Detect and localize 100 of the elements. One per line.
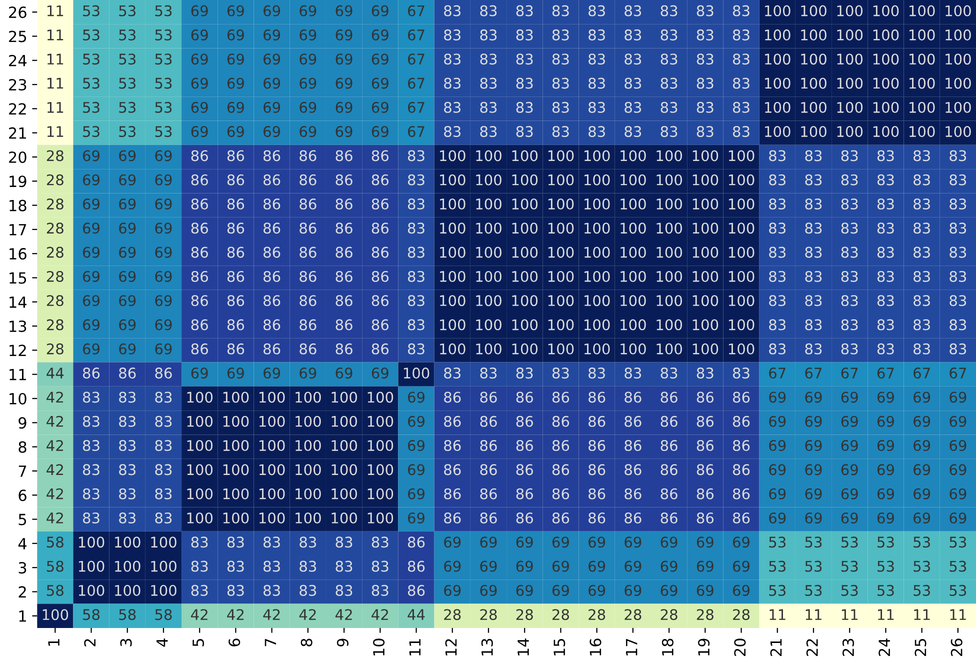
- data-label: 86: [300, 174, 316, 186]
- data-label: 83: [552, 368, 569, 379]
- data-label: 83: [805, 319, 822, 330]
- data-label: 83: [155, 392, 172, 403]
- data-label: 69: [408, 464, 425, 476]
- data-label: 86: [732, 464, 750, 476]
- data-label: 86: [516, 512, 533, 524]
- data-label: 42: [191, 609, 208, 620]
- data-label: 69: [155, 319, 172, 330]
- data-label: 69: [733, 536, 750, 548]
- data-label: 86: [336, 174, 352, 186]
- data-label: 86: [264, 150, 280, 162]
- data-label: 83: [155, 440, 172, 452]
- data-label: 86: [552, 392, 570, 403]
- data-label: 86: [444, 392, 461, 403]
- data-label: 83: [408, 343, 424, 354]
- data-label: 67: [805, 368, 822, 379]
- y-tick-label: 24: [9, 54, 27, 66]
- data-label: 69: [372, 102, 388, 113]
- data-label: 100: [765, 29, 790, 40]
- data-label: 86: [300, 295, 316, 306]
- data-label: 83: [950, 222, 966, 234]
- data-label: 67: [914, 368, 930, 379]
- data-label: 69: [155, 198, 172, 210]
- data-label: 100: [692, 343, 718, 354]
- data-label: 69: [805, 512, 822, 524]
- data-label: 69: [336, 126, 352, 138]
- data-label: 100: [656, 319, 682, 330]
- data-label: 100: [584, 150, 610, 162]
- data-label: 100: [476, 174, 502, 186]
- data-label: 69: [300, 29, 316, 40]
- data-label: 100: [223, 488, 249, 500]
- data-label: 86: [588, 440, 606, 452]
- data-label: 100: [801, 126, 826, 138]
- data-label: 100: [78, 560, 104, 572]
- data-label: 69: [227, 78, 244, 89]
- data-label: 58: [155, 609, 172, 620]
- data-label: 53: [878, 536, 894, 548]
- data-label: 100: [476, 246, 502, 258]
- data-label: 83: [552, 78, 569, 89]
- data-label: 28: [46, 343, 64, 354]
- data-label: 69: [877, 488, 894, 500]
- data-label: 86: [264, 343, 280, 354]
- data-label: 100: [801, 5, 826, 16]
- data-label: 100: [656, 270, 682, 282]
- data-label: 69: [588, 536, 606, 548]
- data-label: 100: [440, 150, 466, 162]
- data-label: 100: [620, 150, 646, 162]
- data-label: 100: [187, 512, 213, 524]
- data-label: 53: [914, 560, 930, 572]
- data-label: 28: [46, 246, 64, 258]
- data-label: 69: [950, 440, 966, 452]
- data-label: 100: [548, 150, 574, 162]
- data-label: 86: [191, 295, 208, 306]
- x-tick-label: 16: [590, 638, 602, 656]
- data-label: 86: [408, 536, 425, 548]
- data-label: 86: [300, 246, 316, 258]
- data-label: 83: [769, 270, 786, 282]
- data-label: 83: [950, 295, 966, 306]
- data-label: 53: [119, 5, 136, 16]
- data-label: 86: [264, 295, 280, 306]
- data-label: 100: [873, 54, 899, 65]
- x-tick-label: 8: [300, 638, 312, 646]
- data-label: 83: [82, 464, 100, 476]
- data-label: 83: [769, 222, 786, 234]
- data-label: 83: [516, 54, 533, 65]
- data-label: 69: [733, 584, 750, 596]
- data-label: 86: [516, 488, 533, 500]
- data-label: 83: [480, 54, 497, 65]
- data-label: 83: [552, 29, 569, 40]
- data-label: 69: [264, 368, 280, 379]
- data-label: 100: [620, 174, 646, 186]
- data-label: 100: [151, 536, 176, 548]
- data-label: 100: [476, 198, 502, 210]
- data-label: 83: [696, 102, 714, 113]
- data-label: 100: [476, 222, 502, 234]
- data-label: 86: [732, 488, 750, 500]
- data-label: 53: [83, 5, 100, 16]
- data-label: 83: [480, 126, 497, 138]
- data-label: 83: [805, 246, 822, 258]
- data-label: 83: [696, 54, 714, 65]
- data-label: 58: [119, 609, 136, 620]
- data-label: 83: [624, 29, 642, 40]
- data-label: 86: [480, 464, 497, 476]
- data-label: 100: [296, 440, 321, 452]
- y-tick-label: 20: [9, 151, 26, 164]
- data-label: 86: [372, 319, 389, 330]
- data-label: 11: [47, 126, 64, 137]
- data-label: 100: [873, 102, 899, 113]
- data-label: 100: [620, 295, 646, 306]
- data-label: 100: [512, 222, 538, 234]
- data-label: 83: [408, 295, 424, 306]
- data-label: 83: [444, 29, 460, 40]
- data-label: 69: [408, 440, 425, 452]
- data-label: 53: [841, 536, 858, 548]
- data-label: 83: [624, 54, 642, 65]
- data-label: 86: [155, 368, 172, 379]
- data-label: 69: [227, 54, 244, 65]
- x-tick-label: 20: [734, 638, 746, 656]
- data-label: 100: [548, 222, 574, 234]
